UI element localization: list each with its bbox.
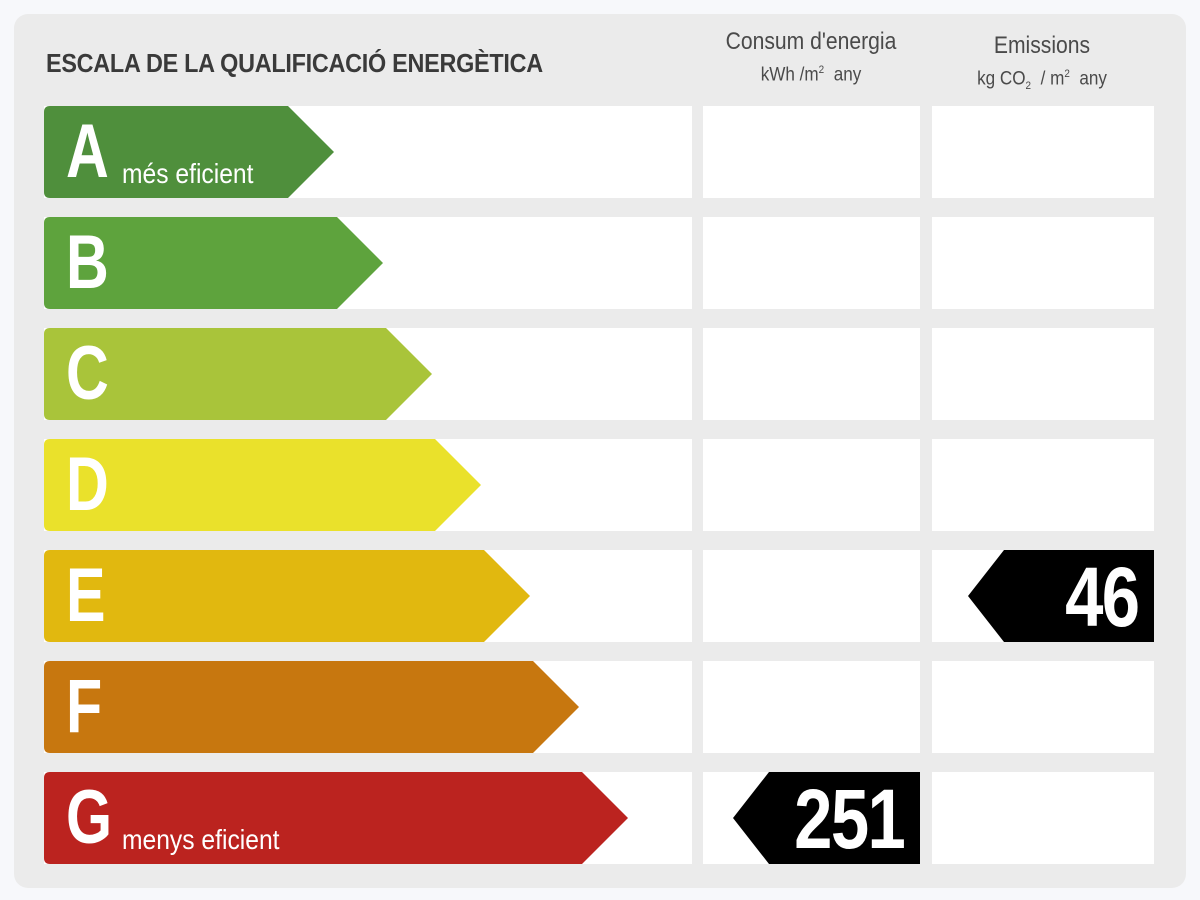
rating-bar-shape	[44, 328, 432, 420]
rating-bar-shape	[44, 661, 579, 753]
rating-bar-shape	[44, 439, 481, 531]
rating-description: més eficient	[122, 158, 254, 189]
rating-letter: E	[66, 553, 106, 638]
emissions-column-header: Emissions kg CO2 / m2 any	[930, 32, 1154, 92]
rating-bar-shape	[44, 217, 383, 309]
rating-letter: A	[66, 109, 109, 194]
cell-consum-d	[703, 439, 920, 531]
cell-emis-g	[932, 772, 1154, 864]
cell-consum-c	[703, 328, 920, 420]
rating-letter: C	[66, 331, 109, 416]
cell-consum-f	[703, 661, 920, 753]
cell-emis-f	[932, 661, 1154, 753]
emissions-badge-pointer	[968, 550, 1154, 642]
cell-consum-b	[703, 217, 920, 309]
rating-bar-b: B	[44, 217, 383, 309]
consum-energia-badge: 251	[733, 772, 920, 866]
rating-letter: F	[66, 664, 103, 749]
rating-bar-shape	[44, 106, 334, 198]
rating-description: menys eficient	[122, 824, 280, 855]
rating-bar-shape	[44, 772, 628, 864]
rating-bar-fill	[44, 550, 530, 642]
emissions-badge-value: 46	[1064, 550, 1140, 644]
rating-bar-f: F	[44, 661, 579, 753]
consum-title: Consum d'energia	[725, 28, 897, 55]
rating-bar-fill	[44, 106, 334, 198]
emissions-title: Emissions	[993, 32, 1091, 59]
cell-consum-a	[703, 106, 920, 198]
rating-bar-d: D	[44, 439, 481, 531]
consum-energia-badge-pointer	[733, 772, 920, 864]
rating-bar-fill	[44, 661, 579, 753]
rating-bar-fill	[44, 328, 432, 420]
rating-letter: G	[66, 775, 113, 860]
cell-emis-d	[932, 439, 1154, 531]
rating-bar-fill	[44, 772, 628, 864]
cell-emis-a	[932, 106, 1154, 198]
consum-energia-badge-shape	[733, 772, 920, 864]
rating-letter: B	[66, 220, 109, 305]
emissions-badge-shape	[968, 550, 1154, 642]
rating-bar-e: E	[44, 550, 530, 642]
rating-bar-shape	[44, 550, 530, 642]
rating-bar-c: C	[44, 328, 432, 420]
chart-title: ESCALA DE LA QUALIFICACIÓ ENERGÈTICA	[46, 48, 543, 78]
emissions-badge: 46	[968, 550, 1154, 644]
cell-consum-e	[703, 550, 920, 642]
consum-unit: kWh /m2 any	[760, 64, 862, 86]
consum-column-header: Consum d'energia kWh /m2 any	[702, 28, 920, 86]
rating-bar-fill	[44, 217, 383, 309]
cell-emis-c	[932, 328, 1154, 420]
consum-energia-badge-value: 251	[793, 772, 906, 866]
cell-emis-b	[932, 217, 1154, 309]
rating-letter: D	[66, 442, 109, 527]
emissions-unit: kg CO2 / m2 any	[977, 68, 1107, 93]
rating-bar-fill	[44, 439, 481, 531]
